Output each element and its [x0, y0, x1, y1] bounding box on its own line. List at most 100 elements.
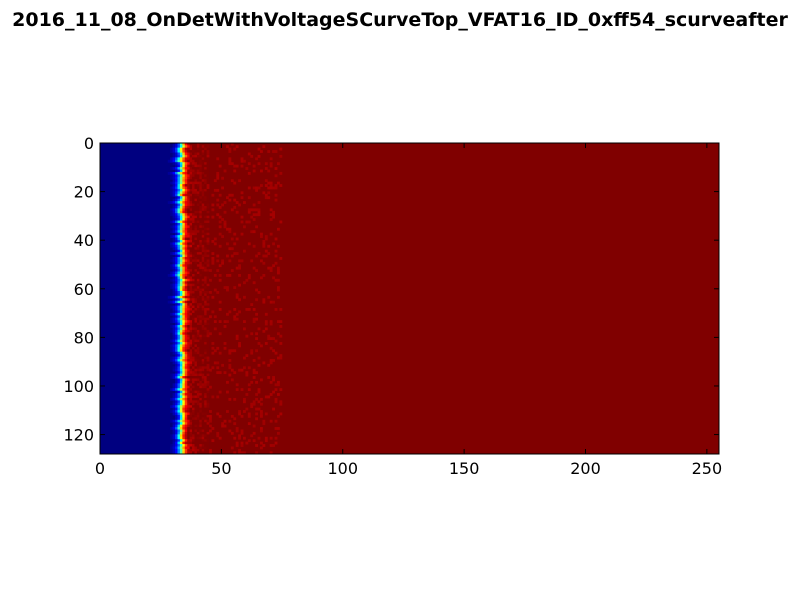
- heatmap-cell: [189, 274, 193, 277]
- heatmap-cell: [184, 176, 188, 180]
- heatmap-cell: [172, 310, 176, 314]
- heatmap-cell: [172, 405, 176, 409]
- heatmap-cell: [228, 150, 232, 153]
- heatmap-cell: [204, 142, 208, 146]
- heatmap-cell: [274, 150, 278, 153]
- heatmap-cell: [196, 164, 200, 168]
- heatmap-cell: [170, 225, 174, 229]
- heatmap-cell: [177, 286, 181, 289]
- heatmap-cell: [204, 218, 208, 221]
- heatmap-cell: [182, 325, 186, 328]
- heatmap-cell: [250, 402, 254, 406]
- heatmap-cell: [257, 208, 261, 212]
- heatmap-cell: [196, 259, 200, 263]
- heatmap-cell: [177, 441, 181, 445]
- heatmap-cell: [257, 363, 261, 367]
- heatmap-cell: [184, 188, 188, 192]
- heatmap-cell: [211, 257, 215, 260]
- heatmap-cell: [274, 249, 278, 253]
- heatmap-cell: [201, 176, 205, 180]
- heatmap-cell: [189, 249, 193, 253]
- heatmap-cell: [194, 417, 198, 421]
- heatmap-cell: [175, 380, 178, 384]
- heatmap-cell: [189, 269, 193, 272]
- heatmap-cell: [196, 366, 200, 370]
- heatmap-cell: [201, 312, 205, 316]
- heatmap-cell: [170, 264, 174, 268]
- heatmap-cell: [177, 254, 181, 258]
- heatmap-cell: [204, 264, 208, 268]
- heatmap-cell: [182, 220, 186, 224]
- heatmap-cell: [196, 249, 200, 253]
- heatmap-cell: [274, 383, 278, 387]
- heatmap-cell: [182, 230, 186, 234]
- heatmap-cell: [172, 298, 176, 302]
- heatmap-cell: [184, 320, 188, 323]
- heatmap-cell: [194, 274, 198, 277]
- heatmap-cell: [201, 276, 205, 280]
- heatmap-cell: [206, 152, 210, 156]
- heatmap-cell: [199, 213, 203, 217]
- heatmap-cell: [196, 286, 200, 289]
- heatmap-cell: [204, 210, 208, 214]
- heatmap-cell: [167, 274, 171, 277]
- heatmap-cell: [196, 274, 200, 277]
- heatmap-cell: [279, 320, 283, 323]
- heatmap-cell: [175, 181, 178, 185]
- heatmap-cell: [267, 295, 271, 299]
- heatmap-cell: [209, 424, 212, 428]
- heatmap-cell: [187, 239, 191, 243]
- heatmap-cell: [182, 293, 186, 297]
- heatmap-cell: [255, 317, 258, 321]
- heatmap-cell: [194, 300, 198, 304]
- heatmap-cell: [206, 278, 210, 282]
- heatmap-cell: [182, 361, 186, 365]
- heatmap-cell: [192, 215, 195, 219]
- heatmap-cell: [196, 171, 200, 175]
- heatmap-cell: [182, 167, 186, 170]
- heatmap-cell: [228, 310, 232, 314]
- heatmap-cell: [184, 363, 188, 367]
- heatmap-cell: [177, 164, 181, 168]
- heatmap-cell: [279, 147, 283, 151]
- heatmap-cell: [179, 164, 183, 168]
- heatmap-cell: [179, 191, 183, 195]
- heatmap-cell: [184, 157, 188, 161]
- heatmap-cell: [206, 298, 210, 302]
- heatmap-cell: [189, 305, 193, 309]
- heatmap-cell: [250, 154, 254, 158]
- heatmap-cell: [192, 320, 195, 323]
- heatmap-cell: [264, 412, 268, 416]
- heatmap-cell: [226, 380, 229, 384]
- heatmap-cell: [206, 400, 210, 404]
- heatmap-cell: [209, 385, 212, 389]
- heatmap-cell: [257, 162, 261, 166]
- heatmap-cell: [177, 371, 181, 375]
- heatmap-cell: [199, 344, 203, 348]
- heatmap-cell: [172, 329, 176, 333]
- heatmap-cell: [196, 436, 200, 440]
- heatmap-cell: [179, 422, 183, 426]
- heatmap-cell: [184, 412, 188, 416]
- heatmap-cell: [182, 448, 186, 452]
- heatmap-cell: [175, 193, 178, 197]
- heatmap-cell: [175, 291, 178, 294]
- heatmap-cell: [247, 388, 251, 392]
- heatmap-cell: [255, 393, 258, 396]
- heatmap-cell: [206, 332, 210, 336]
- heatmap-cell: [196, 342, 200, 345]
- heatmap-cell: [182, 376, 186, 379]
- heatmap-cell: [199, 162, 203, 166]
- heatmap-cell: [199, 332, 203, 336]
- heatmap-cell: [187, 422, 191, 426]
- heatmap-cell: [199, 203, 203, 207]
- heatmap-cell: [184, 230, 188, 234]
- heatmap-cell: [201, 300, 205, 304]
- heatmap-cell: [189, 322, 193, 326]
- heatmap-cell: [172, 218, 176, 221]
- heatmap-cell: [264, 312, 268, 316]
- heatmap-cell: [206, 208, 210, 212]
- heatmap-cell: [204, 305, 208, 309]
- heatmap-cell: [194, 225, 198, 229]
- heatmap-cell: [204, 436, 208, 440]
